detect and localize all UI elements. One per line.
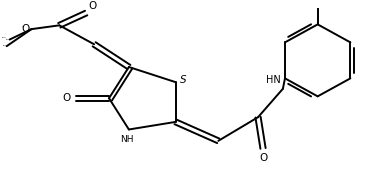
Text: methyl: methyl (6, 38, 11, 40)
Text: methyl: methyl (3, 45, 8, 46)
Text: S: S (180, 75, 187, 85)
Text: NH: NH (120, 135, 134, 144)
Text: O: O (259, 153, 267, 163)
Text: O: O (21, 24, 30, 34)
Text: HN: HN (266, 75, 281, 85)
Text: O: O (62, 93, 71, 103)
Text: O: O (88, 1, 96, 11)
Text: methyl: methyl (2, 37, 7, 38)
Text: O: O (22, 26, 23, 27)
